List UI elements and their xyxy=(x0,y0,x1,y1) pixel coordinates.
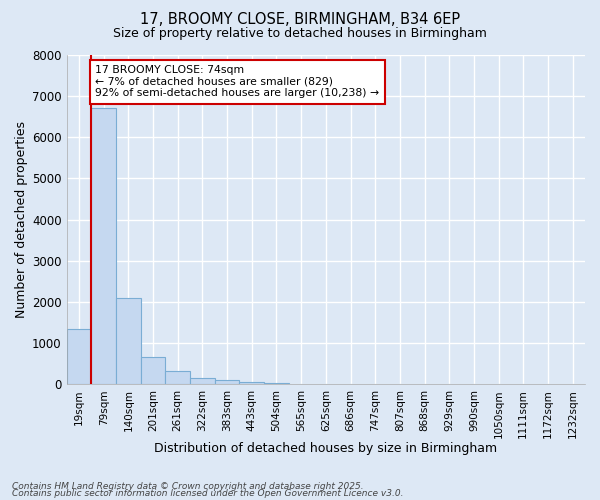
Text: Size of property relative to detached houses in Birmingham: Size of property relative to detached ho… xyxy=(113,28,487,40)
X-axis label: Distribution of detached houses by size in Birmingham: Distribution of detached houses by size … xyxy=(154,442,497,455)
Bar xyxy=(116,298,141,384)
Bar xyxy=(215,380,239,384)
Y-axis label: Number of detached properties: Number of detached properties xyxy=(15,121,28,318)
Text: 17, BROOMY CLOSE, BIRMINGHAM, B34 6EP: 17, BROOMY CLOSE, BIRMINGHAM, B34 6EP xyxy=(140,12,460,28)
Bar xyxy=(67,328,91,384)
Text: 17 BROOMY CLOSE: 74sqm
← 7% of detached houses are smaller (829)
92% of semi-det: 17 BROOMY CLOSE: 74sqm ← 7% of detached … xyxy=(95,66,379,98)
Bar xyxy=(264,382,289,384)
Text: Contains HM Land Registry data © Crown copyright and database right 2025.: Contains HM Land Registry data © Crown c… xyxy=(12,482,364,491)
Bar xyxy=(141,358,166,384)
Bar xyxy=(239,382,264,384)
Bar xyxy=(166,371,190,384)
Text: Contains public sector information licensed under the Open Government Licence v3: Contains public sector information licen… xyxy=(12,490,404,498)
Bar xyxy=(91,108,116,384)
Bar xyxy=(190,378,215,384)
